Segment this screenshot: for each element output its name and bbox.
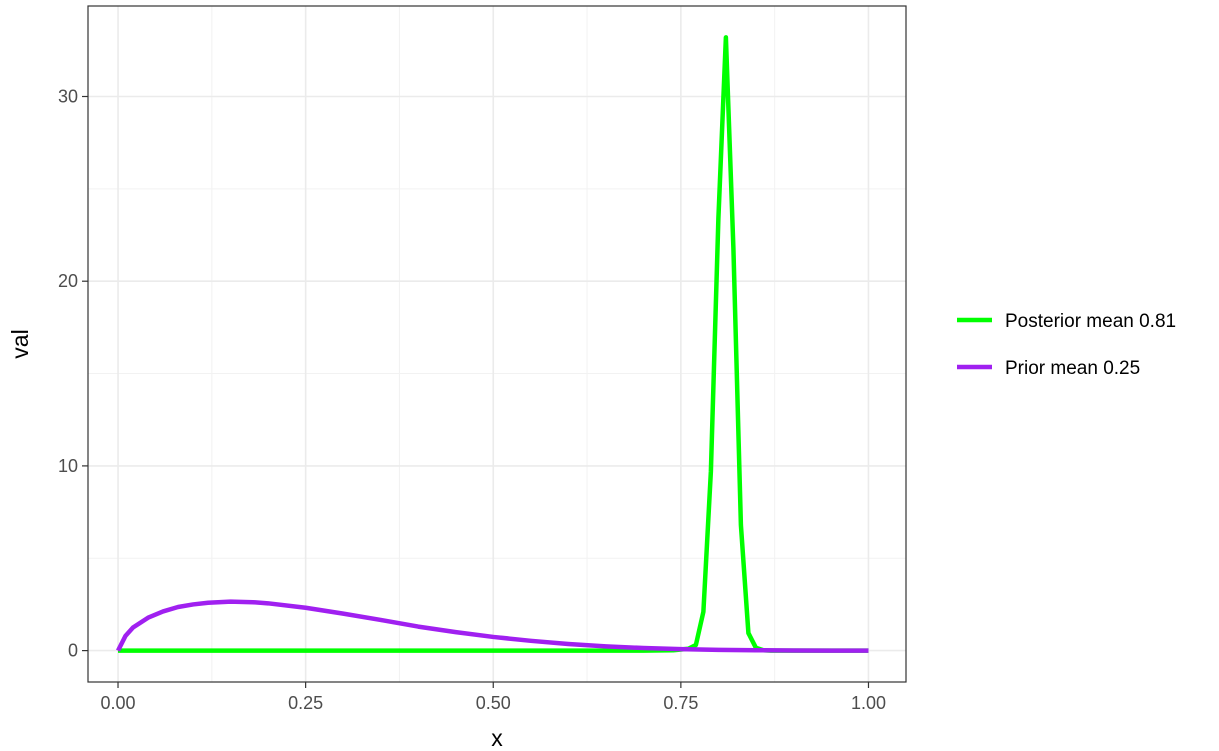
y-axis-title: val xyxy=(7,329,33,358)
x-tick-label: 0.25 xyxy=(288,693,323,713)
minor-gridlines xyxy=(88,6,906,682)
x-tick-label: 0.50 xyxy=(476,693,511,713)
y-axis-ticks: 0 10 20 30 xyxy=(58,87,88,661)
x-axis-title: x xyxy=(491,725,503,751)
legend: Posterior mean 0.81 Prior mean 0.25 xyxy=(957,311,1176,379)
x-tick-label: 0.75 xyxy=(663,693,698,713)
x-axis-ticks: 0.00 0.25 0.50 0.75 1.00 xyxy=(100,682,886,713)
series-line-2 xyxy=(116,599,869,653)
y-tick-label: 0 xyxy=(68,641,78,661)
major-gridlines xyxy=(88,6,906,682)
legend-label-2: Prior mean 0.25 xyxy=(1005,358,1140,379)
y-tick-label: 10 xyxy=(58,456,78,476)
panel-border xyxy=(87,5,907,683)
plot-lines xyxy=(116,35,869,653)
y-tick-label: 20 xyxy=(58,271,78,291)
x-tick-label: 0.00 xyxy=(100,693,135,713)
legend-label-1: Posterior mean 0.81 xyxy=(1005,311,1176,332)
y-tick-label: 30 xyxy=(58,87,78,107)
x-tick-label: 1.00 xyxy=(851,693,886,713)
